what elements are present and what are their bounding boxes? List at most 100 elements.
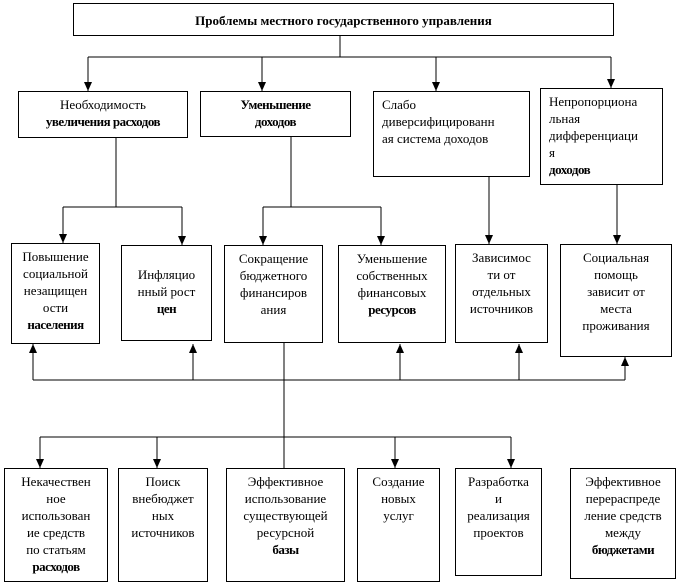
box-text-line: Сокращение <box>238 251 309 266</box>
level3-box-2: Поиск внебюджет ных источников <box>118 468 208 582</box>
box-text-line: Эффективное <box>247 474 324 489</box>
box-text-line: использован <box>21 508 91 523</box>
box-text-line: проектов <box>473 525 524 540</box>
box-text-line: существующей <box>243 508 328 523</box>
arrow-head <box>391 459 399 468</box>
box-text-line: я <box>549 145 555 160</box>
level1-box-1: Необходимость увеличения расходов <box>18 91 188 138</box>
box-text-line: проживания <box>582 318 650 333</box>
box-text-line: Инфляцио <box>137 267 196 282</box>
box-text-line: ие средств <box>26 525 86 540</box>
box-text-bold: увеличения расходов <box>45 114 161 129</box>
box-text-line: Создание <box>372 474 425 489</box>
level2-box-1: Повышение социальной незащищен ости населени… <box>11 243 100 344</box>
box-text-line: Зависимос <box>472 250 531 265</box>
box-text-bold: Уменьшение <box>240 97 311 112</box>
box-text-bold: расходов <box>32 559 80 574</box>
arrow-head <box>29 344 37 353</box>
box-text-line: льная <box>549 111 581 126</box>
box-text-line: услуг <box>383 508 414 523</box>
box-text-line: Непропорциона <box>549 94 638 109</box>
box-text-line: ресурсной <box>256 525 315 540</box>
box-text-line: места <box>600 301 632 316</box>
arrow-head <box>178 236 186 245</box>
arrow-head <box>485 235 493 244</box>
box-text-line: финансиров <box>240 285 307 300</box>
box-text-line: помощь <box>594 267 638 282</box>
box-text-line: новых <box>381 491 416 506</box>
box-text-line: социальной <box>23 266 88 281</box>
arrow-head <box>377 236 385 245</box>
box-text-line: отдельных <box>472 284 531 299</box>
box-text-line: по статьям <box>26 542 86 557</box>
level3-box-3: Эффективное использование существующей ресу… <box>226 468 345 582</box>
arrow-head <box>259 236 267 245</box>
title-text: Проблемы местного государственного управ… <box>195 13 492 28</box>
level2-box-2: Инфляцио нный рост цен <box>121 245 212 341</box>
box-text-line: нный рост <box>137 284 196 299</box>
level3-box-5: Разработка и реализация проектов <box>455 468 542 576</box>
box-text-bold: доходов <box>254 114 297 129</box>
box-text-line: зависит от <box>587 284 645 299</box>
level3-box-6: Эффективное перераспреде ление средств межд… <box>570 468 676 579</box>
arrow-head <box>36 459 44 468</box>
box-text-line: источников <box>131 525 195 540</box>
box-text-line: источников <box>469 301 534 316</box>
level2-box-5: Зависимос ти от отдельных источников <box>455 244 548 343</box>
box-text-line: Уменьшение <box>356 251 428 266</box>
arrow-head <box>59 234 67 243</box>
arrow-head <box>84 82 92 91</box>
arrow-head <box>432 82 440 91</box>
box-text-line: собственных <box>356 268 428 283</box>
arrow-head <box>515 344 523 353</box>
level3-box-4: Создание новых услуг <box>357 468 440 582</box>
arrow-head <box>607 79 615 88</box>
box-text-line: внебюджет <box>132 491 194 506</box>
level2-box-3: Сокращение бюджетного финансиров ания <box>224 245 323 343</box>
arrow-head <box>396 344 404 353</box>
box-text-line: бюджетного <box>239 268 308 283</box>
box-text-line: диверсифицированн <box>382 114 495 129</box>
box-text-line: Поиск <box>145 474 181 489</box>
box-text-line: Разработка <box>468 474 529 489</box>
box-text-bold: цен <box>156 301 177 316</box>
box-text-bold: базы <box>272 542 299 557</box>
level3-box-1: Некачествен ное использован ие средств по ст… <box>4 468 108 582</box>
box-text-line: ости <box>42 300 69 315</box>
box-text-bold: доходов <box>549 162 591 177</box>
box-text-line: Повышение <box>22 249 89 264</box>
box-text-line: дифференциаци <box>549 128 638 143</box>
box-text-line: Слабо <box>382 97 417 112</box>
level2-box-4: Уменьшение собственных финансовых ресурсов <box>338 245 446 343</box>
box-text-line: Социальная <box>582 250 650 265</box>
level1-box-4: Непропорциона льная дифференциаци я доходов <box>540 88 663 185</box>
box-text-line: ти от <box>487 267 516 282</box>
box-text-bold: ресурсов <box>368 302 416 317</box>
level1-box-2: Уменьшение доходов <box>200 91 351 137</box>
box-text-line: ая система доходов <box>382 131 489 146</box>
box-text-line: между <box>604 525 642 540</box>
box-text-line: ление средств <box>584 508 662 523</box>
box-text-line: Необходимость <box>60 97 146 112</box>
arrow-head <box>621 357 629 366</box>
box-text-line: использование <box>244 491 327 506</box>
arrow-head <box>153 459 161 468</box>
arrow-head <box>189 344 197 353</box>
box-text-line: ания <box>260 302 287 317</box>
box-text-line: финансовых <box>357 285 427 300</box>
arrow-head <box>258 82 266 91</box>
box-text-line: перераспреде <box>585 491 661 506</box>
box-text-line: Эффективное <box>585 474 661 489</box>
box-text-line: ное <box>46 491 66 506</box>
box-text-bold: населения <box>27 317 84 332</box>
box-text-bold: бюджетами <box>591 542 655 557</box>
title-box: Проблемы местного государственного управ… <box>73 3 614 36</box>
box-text-line: Некачествен <box>21 474 91 489</box>
level1-box-3: Слабо диверсифицированн ая система доходов <box>373 91 530 177</box>
box-text-line: и <box>495 491 502 506</box>
arrow-head <box>507 459 515 468</box>
level2-box-6: Социальная помощь зависит от места проживани… <box>560 244 672 357</box>
box-text-line: незащищен <box>23 283 88 298</box>
